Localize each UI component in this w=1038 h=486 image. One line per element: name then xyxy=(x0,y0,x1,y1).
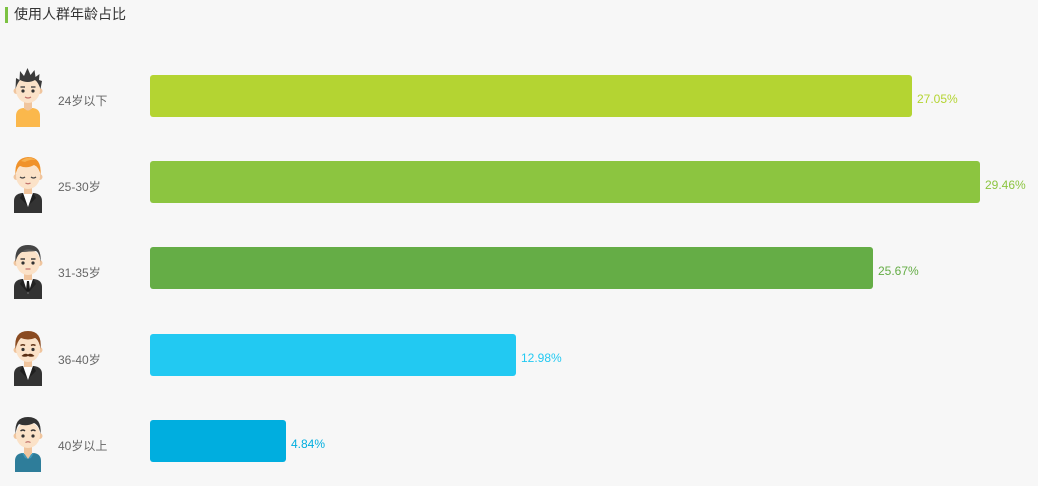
avatar-hair xyxy=(15,417,41,434)
avatar-body xyxy=(14,193,42,213)
mustache-man-suit-icon xyxy=(13,331,43,386)
bar-31-35 xyxy=(150,247,873,289)
chart-row: 25-30岁 29.46% xyxy=(0,152,1038,214)
category-label-31-35: 31-35岁 xyxy=(58,266,101,280)
data-label-25-30: 29.46% xyxy=(985,178,1026,192)
man-teal-shirt-icon xyxy=(13,417,43,472)
avatar-body xyxy=(14,366,42,386)
chart-row: 31-35岁 25.67% xyxy=(0,238,1038,300)
avatar-body xyxy=(14,279,42,299)
category-label-36-40: 36-40岁 xyxy=(58,353,101,367)
bar-36-40 xyxy=(150,334,516,376)
avatar-hair xyxy=(15,331,41,349)
title-accent-bar xyxy=(5,7,8,23)
category-label-25-30: 25-30岁 xyxy=(58,180,101,194)
avatar-hair xyxy=(15,245,41,262)
bar-40-over xyxy=(150,420,286,462)
orange-hair-man-suit-icon xyxy=(13,157,43,213)
chart-row: 40岁以上 4.84% xyxy=(0,411,1038,473)
category-label-40-over: 40岁以上 xyxy=(58,439,108,453)
category-label-24-under: 24岁以下 xyxy=(58,94,108,108)
bar-24-under xyxy=(150,75,912,117)
data-label-31-35: 25.67% xyxy=(878,264,919,278)
bar-25-30 xyxy=(150,161,980,203)
avatar-hair xyxy=(15,157,41,175)
avatar-hair xyxy=(15,68,42,89)
chart-row: 24岁以下 27.05% xyxy=(0,66,1038,128)
data-label-36-40: 12.98% xyxy=(521,351,562,365)
young-man-orange-shirt-icon xyxy=(13,68,43,127)
avatar-face xyxy=(13,163,43,194)
data-label-40-over: 4.84% xyxy=(291,437,326,451)
necktie xyxy=(26,281,30,293)
avatar-face xyxy=(13,249,43,280)
avatar-body xyxy=(16,108,40,127)
avatar-face xyxy=(13,77,43,109)
man-suit-tie-icon xyxy=(13,245,43,299)
chart-title: 使用人群年龄占比 xyxy=(14,6,126,22)
avatar-face xyxy=(13,422,43,454)
data-label-24-under: 27.05% xyxy=(917,92,958,106)
chart-row: 36-40岁 12.98% xyxy=(0,325,1038,387)
avatar-body xyxy=(15,453,41,472)
avatar-face xyxy=(13,336,43,367)
mustache xyxy=(21,353,35,357)
